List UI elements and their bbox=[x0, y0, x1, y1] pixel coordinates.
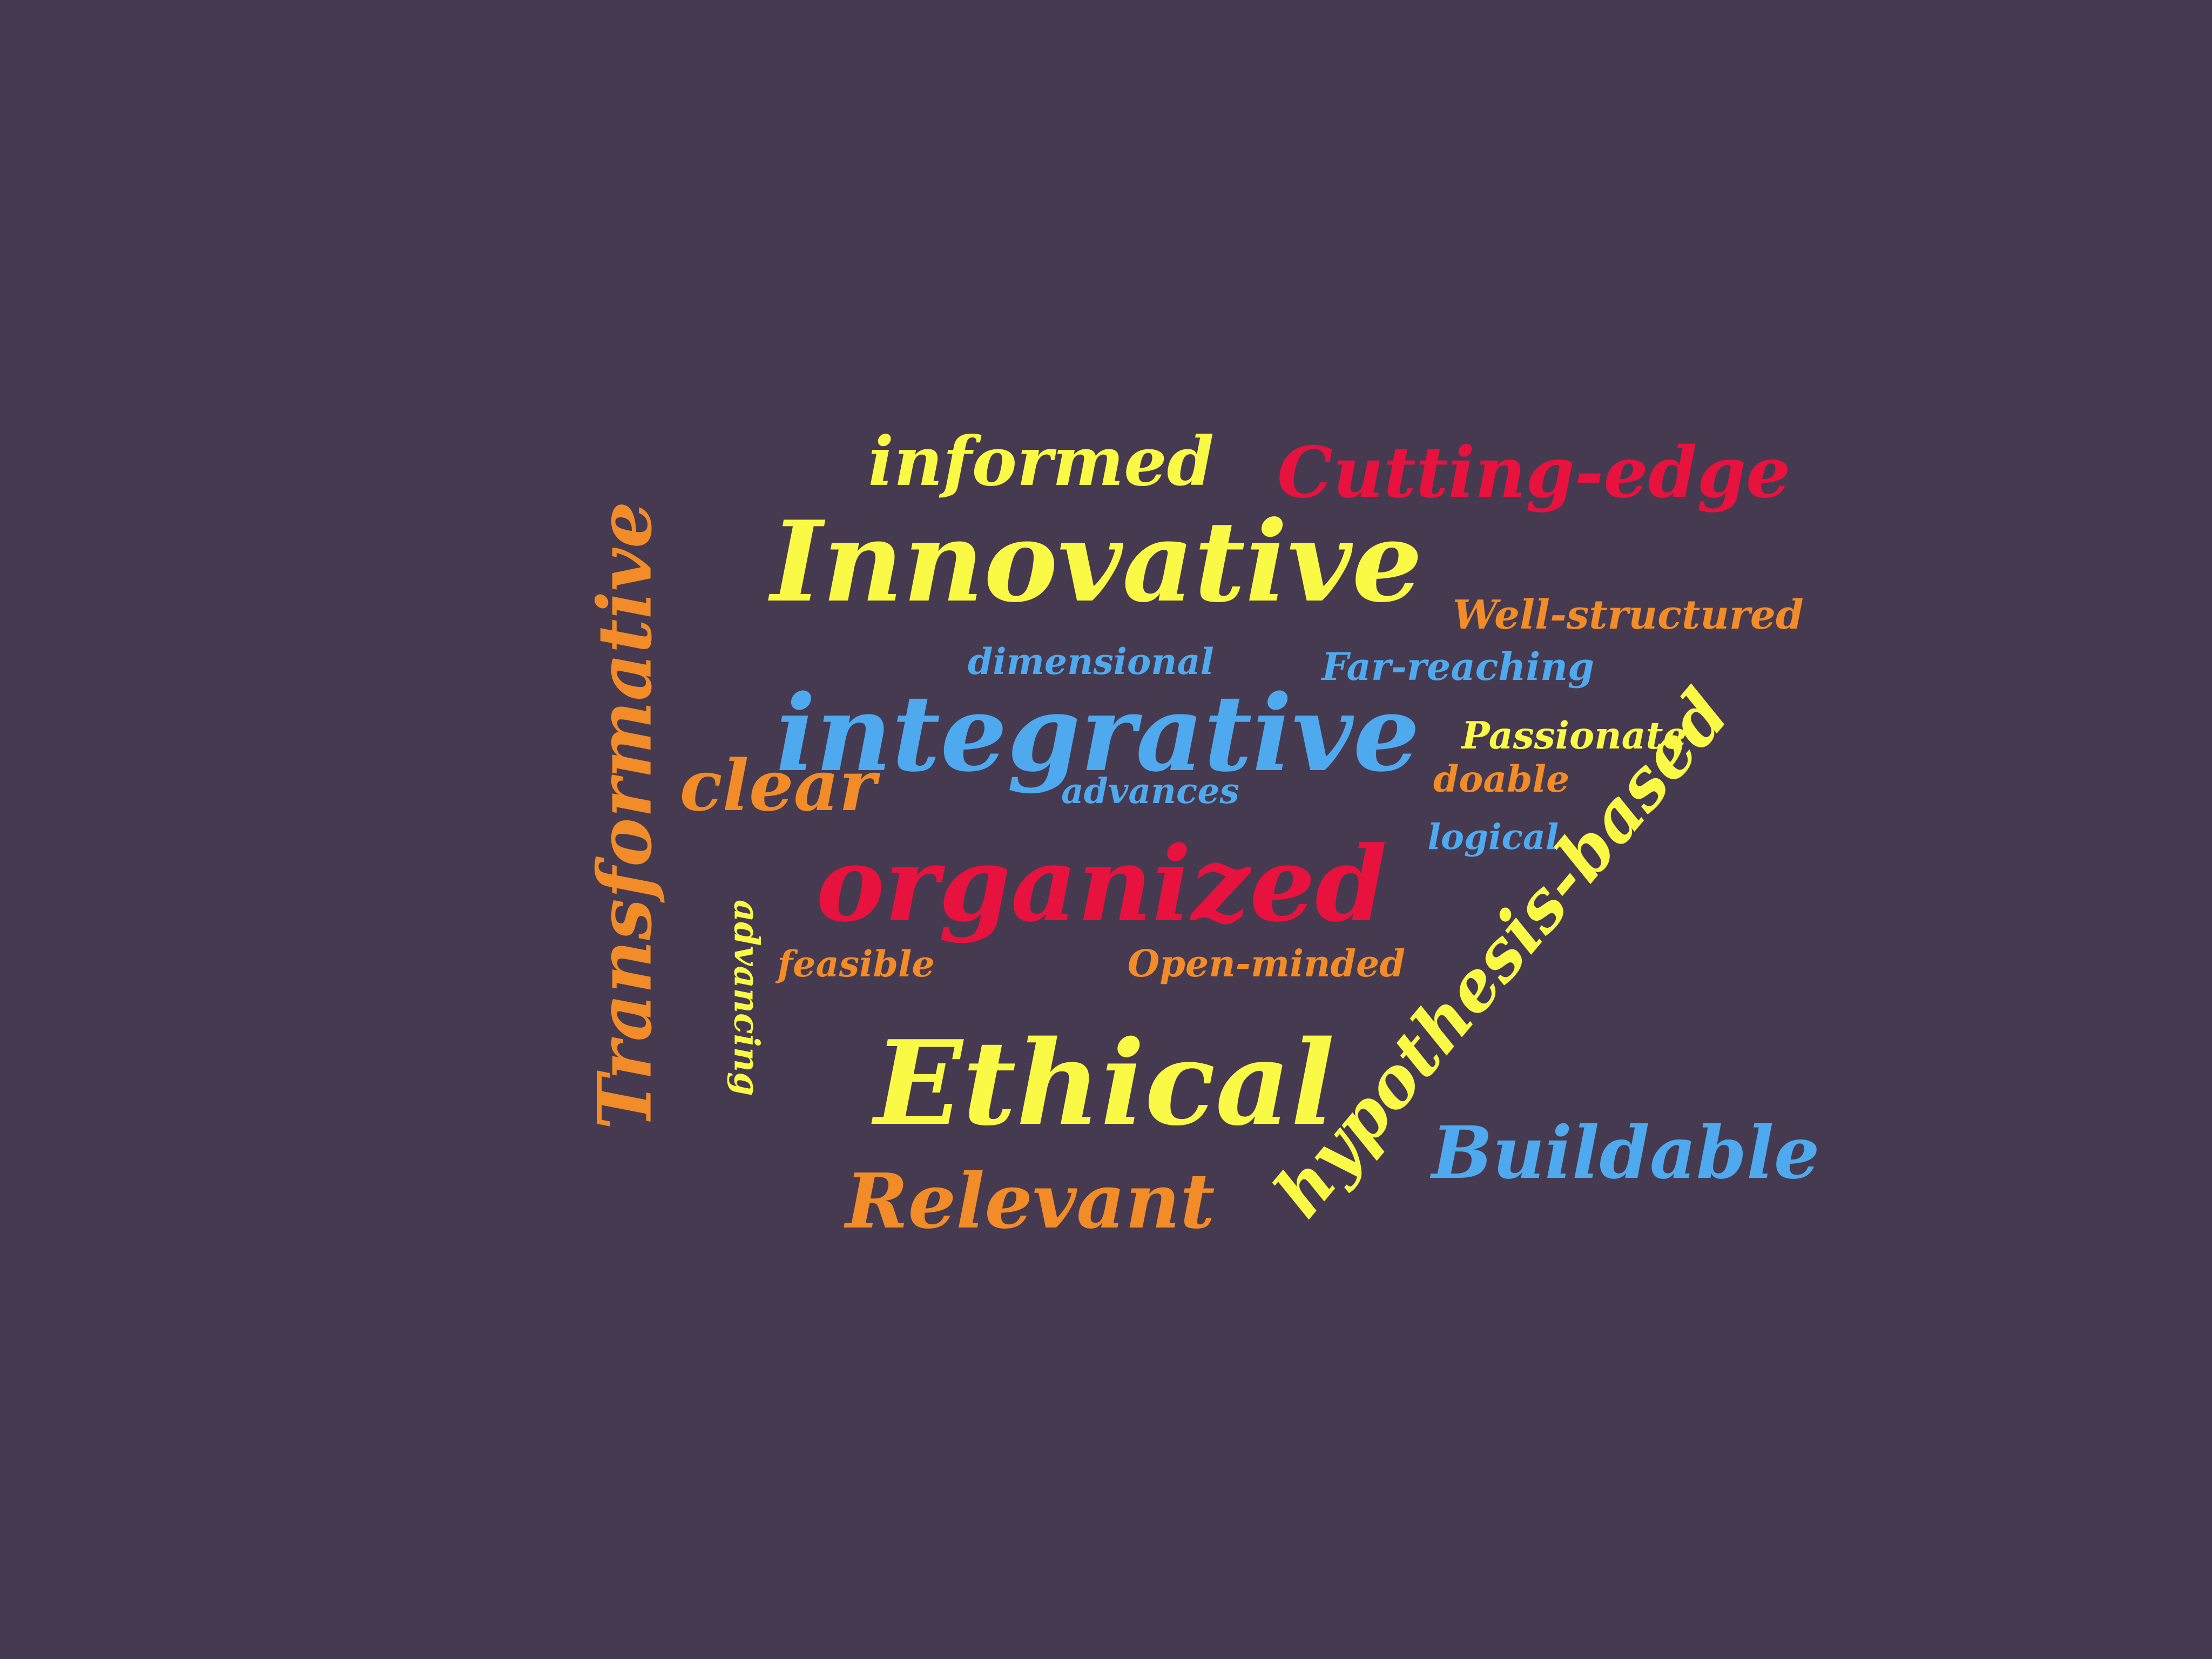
word-logical: logical bbox=[1427, 816, 1559, 858]
word-ethical: Ethical bbox=[874, 1014, 1335, 1151]
word-dimensional: dimensional bbox=[968, 640, 1214, 683]
word-organized: organized bbox=[816, 824, 1387, 945]
word-transformative: Transformative bbox=[582, 501, 669, 1130]
word-open-minded: Open-minded bbox=[1128, 942, 1405, 986]
word-feasible: feasible bbox=[777, 942, 935, 985]
word-advances: advances bbox=[1061, 770, 1239, 812]
word-clear: clear bbox=[679, 744, 876, 827]
word-passionate: Passionate bbox=[1461, 714, 1687, 758]
word-advancing: advancing bbox=[726, 899, 767, 1096]
word-cutting-edge: Cutting-edge bbox=[1277, 431, 1791, 514]
word-buildable: Buildable bbox=[1432, 1110, 1820, 1195]
word-informed: informed bbox=[868, 422, 1215, 501]
word-well-structured: Well-structured bbox=[1453, 592, 1804, 638]
word-relevant: Relevant bbox=[845, 1157, 1215, 1245]
word-integrative: integrative bbox=[775, 671, 1420, 795]
word-doable: doable bbox=[1433, 757, 1570, 800]
word-far-reaching: Far-reaching bbox=[1321, 644, 1595, 689]
word-innovative: Innovative bbox=[771, 496, 1423, 627]
